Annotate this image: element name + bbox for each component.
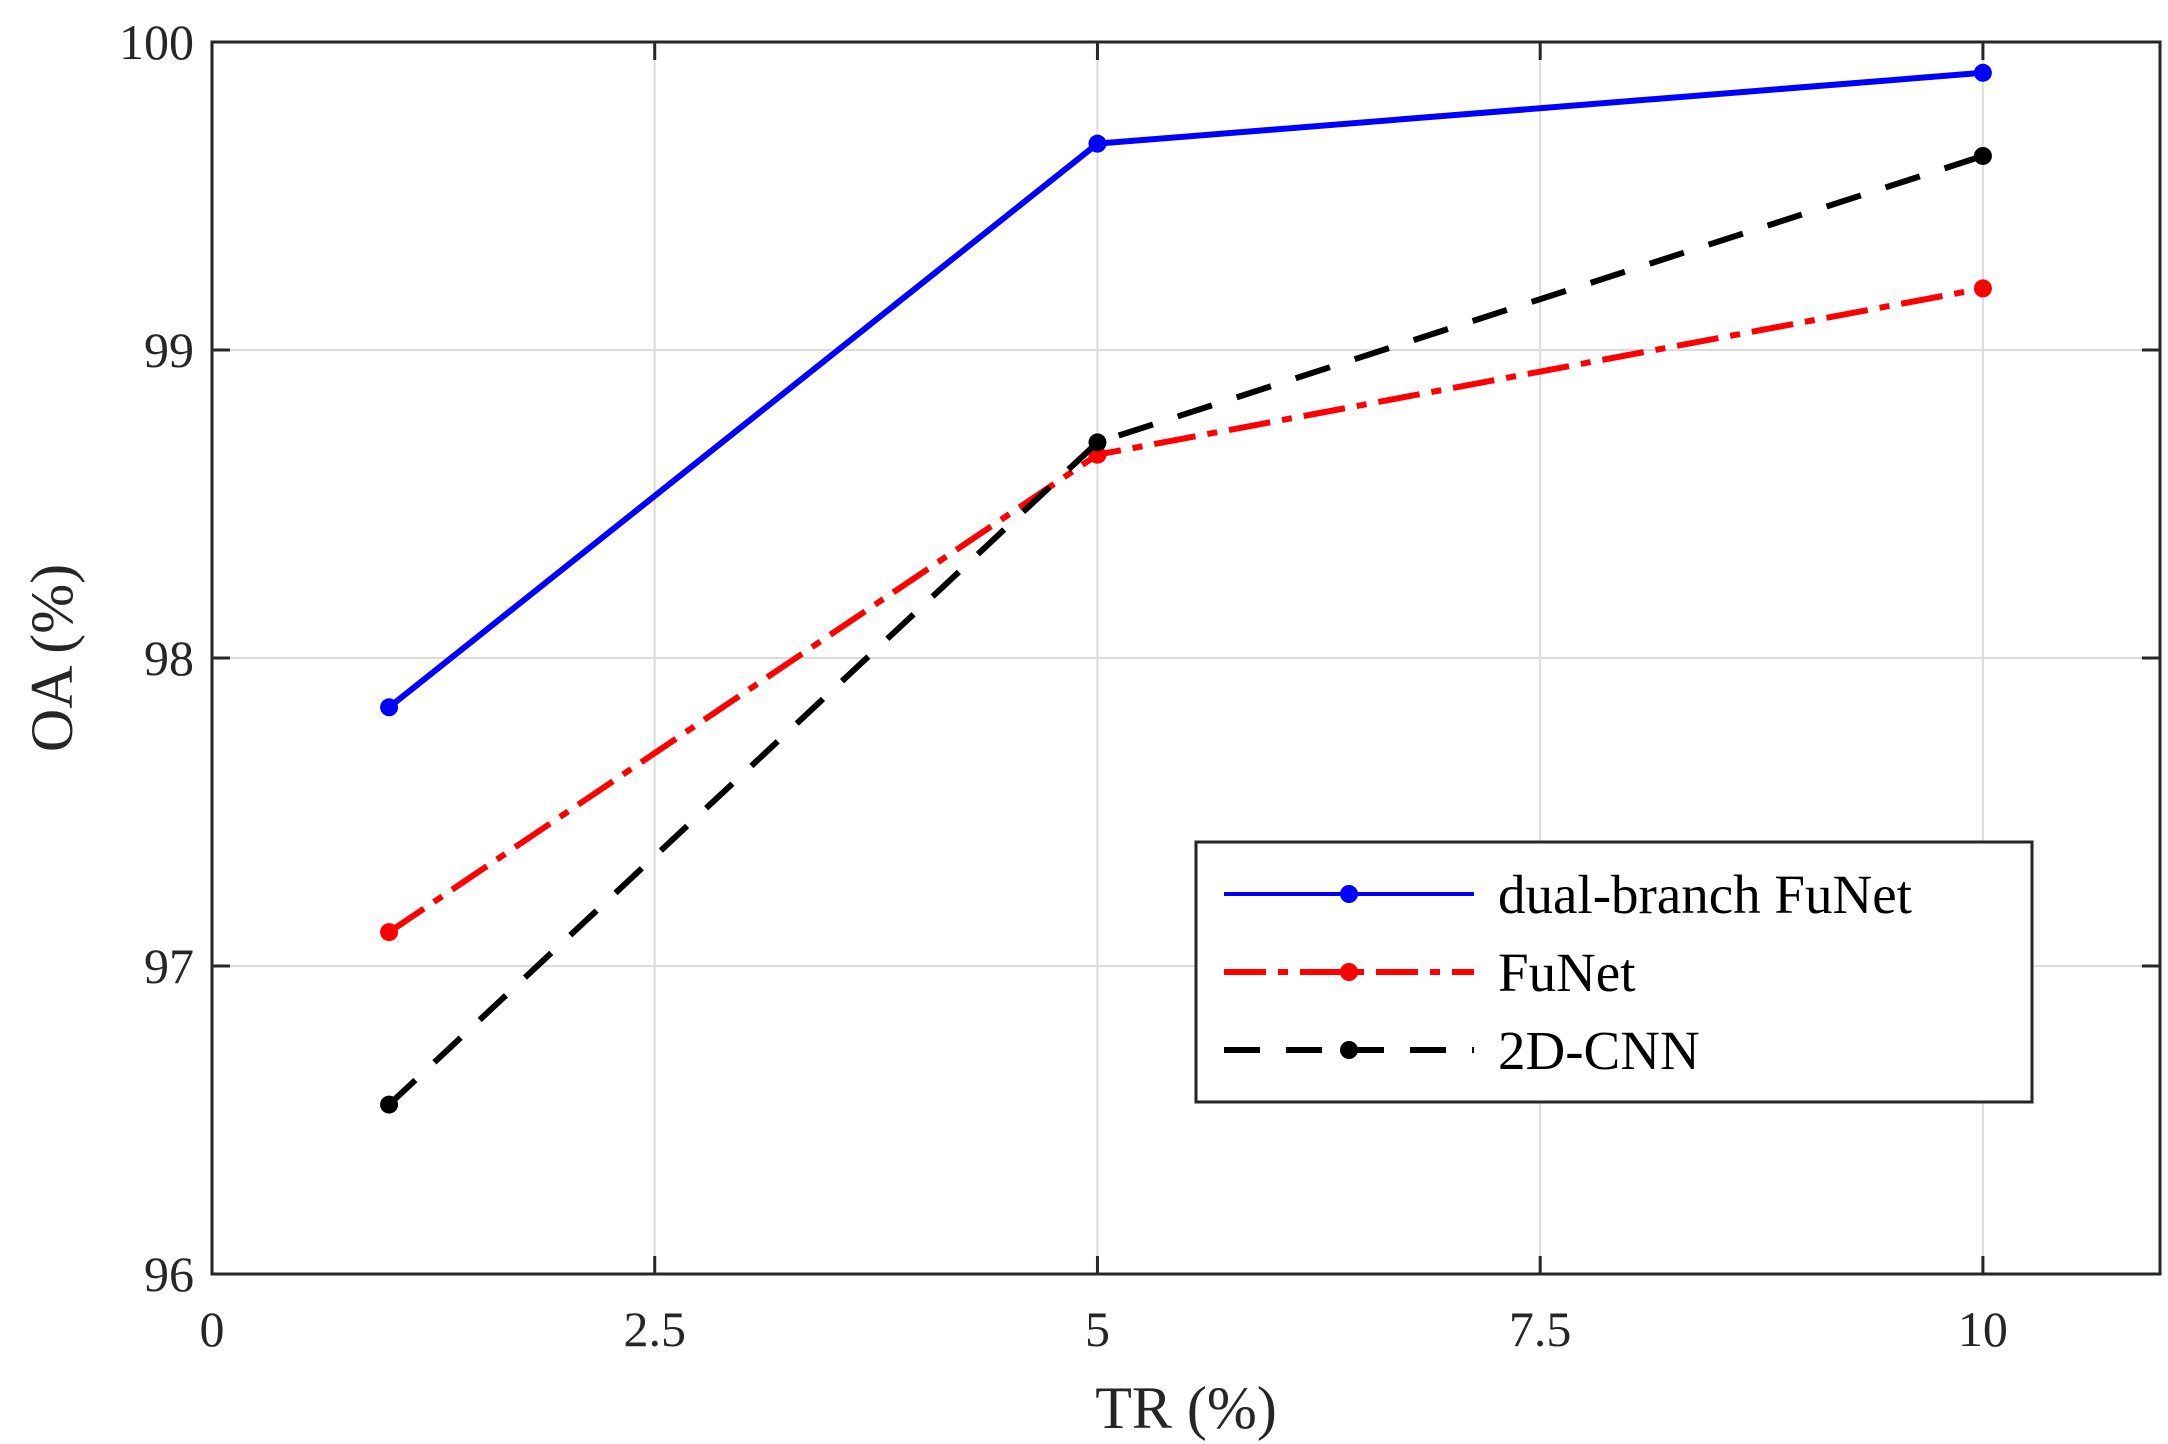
y-tick-label: 98 — [144, 630, 194, 686]
legend-marker-1 — [1340, 963, 1358, 981]
series-point-1 — [380, 923, 399, 942]
series-point-1 — [1973, 279, 1992, 298]
x-tick-label: 5 — [1085, 1301, 1110, 1357]
x-tick-label: 0 — [200, 1301, 225, 1357]
series-point-0 — [1973, 63, 1992, 82]
series-point-0 — [380, 698, 399, 717]
x-axis-title: TR (%) — [1095, 1375, 1277, 1441]
x-tick-label: 7.5 — [1509, 1301, 1572, 1357]
axis-ticks: 0 2.5 5 7.5 10 96 97 98 99 100 — [119, 14, 2160, 1357]
legend-marker-0 — [1340, 885, 1358, 903]
legend-label-2: 2D-CNN — [1498, 1020, 1700, 1081]
x-tick-label: 10 — [1958, 1301, 2008, 1357]
legend-label-0: dual-branch FuNet — [1498, 864, 1912, 925]
legend-marker-2 — [1340, 1041, 1358, 1059]
x-tick-label: 2.5 — [623, 1301, 686, 1357]
series-line-2 — [387, 153, 1984, 1107]
legend: dual-branch FuNet FuNet 2D-CNN — [1194, 840, 2034, 1104]
y-tick-label: 100 — [119, 14, 194, 70]
y-tick-label: 99 — [144, 322, 194, 378]
series-point-2 — [1973, 146, 1992, 165]
legend-label-1: FuNet — [1498, 942, 1636, 1003]
series-layer — [380, 63, 1992, 1114]
y-tick-label: 97 — [144, 938, 194, 994]
series-point-0 — [1088, 134, 1107, 153]
y-tick-label: 96 — [144, 1246, 194, 1302]
y-axis-title: OA (%) — [19, 564, 85, 752]
series-point-2 — [380, 1095, 399, 1114]
series-point-2 — [1088, 433, 1107, 452]
